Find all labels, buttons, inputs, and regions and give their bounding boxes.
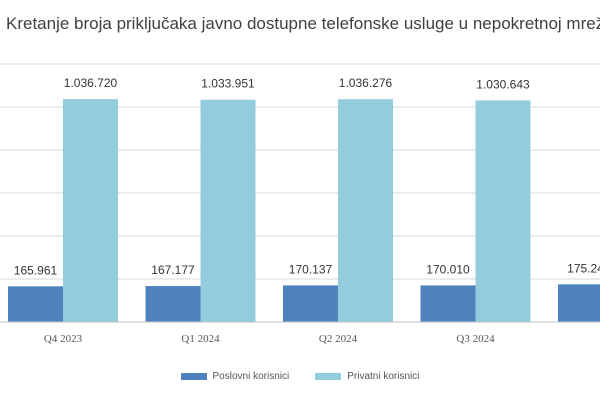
data-label-poslovni: 170.137 xyxy=(289,262,333,276)
bar-poslovni xyxy=(420,285,476,322)
data-label-poslovni: 170.010 xyxy=(426,262,470,276)
bar-poslovni xyxy=(145,286,201,322)
x-tick-label: Q3 2024 xyxy=(456,333,495,345)
legend-label-poslovni: Poslovni korisnici xyxy=(212,371,290,382)
data-label-privatni: 1.036.276 xyxy=(339,76,393,90)
x-tick-label: Q1 2024 xyxy=(181,333,220,345)
data-label-poslovni: 167.177 xyxy=(151,263,195,277)
x-tick-label: Q4 2023 xyxy=(44,333,83,345)
x-tick-label: Q2 2024 xyxy=(319,333,358,345)
legend-item-privatni: Privatni korisnici xyxy=(315,371,419,382)
data-label-poslovni: 175.24 xyxy=(567,261,600,275)
data-label-privatni: 1.036.720 xyxy=(64,76,118,90)
legend-swatch-privatni xyxy=(315,373,342,380)
bar-poslovni xyxy=(558,284,600,322)
legend-label-privatni: Privatni korisnici xyxy=(347,371,420,382)
data-label-privatni: 1.033.951 xyxy=(201,77,255,91)
bar-privatni xyxy=(338,99,393,323)
bar-poslovni xyxy=(8,286,63,322)
bar-privatni xyxy=(475,100,531,322)
chart-title: Kretanje broja priključaka javno dostupn… xyxy=(6,14,600,33)
bar-privatni xyxy=(63,99,118,323)
legend-item-poslovni: Poslovni korisnici xyxy=(180,371,290,382)
data-label-privatni: 1.030.643 xyxy=(476,77,530,91)
data-label-poslovni: 165.961 xyxy=(14,263,58,277)
bar-privatni xyxy=(200,99,256,323)
bars xyxy=(8,99,600,323)
legend-swatch-poslovni xyxy=(180,373,207,380)
bar-poslovni xyxy=(283,285,338,322)
legend: Poslovni korisnici Privatni korisnici xyxy=(0,371,600,382)
